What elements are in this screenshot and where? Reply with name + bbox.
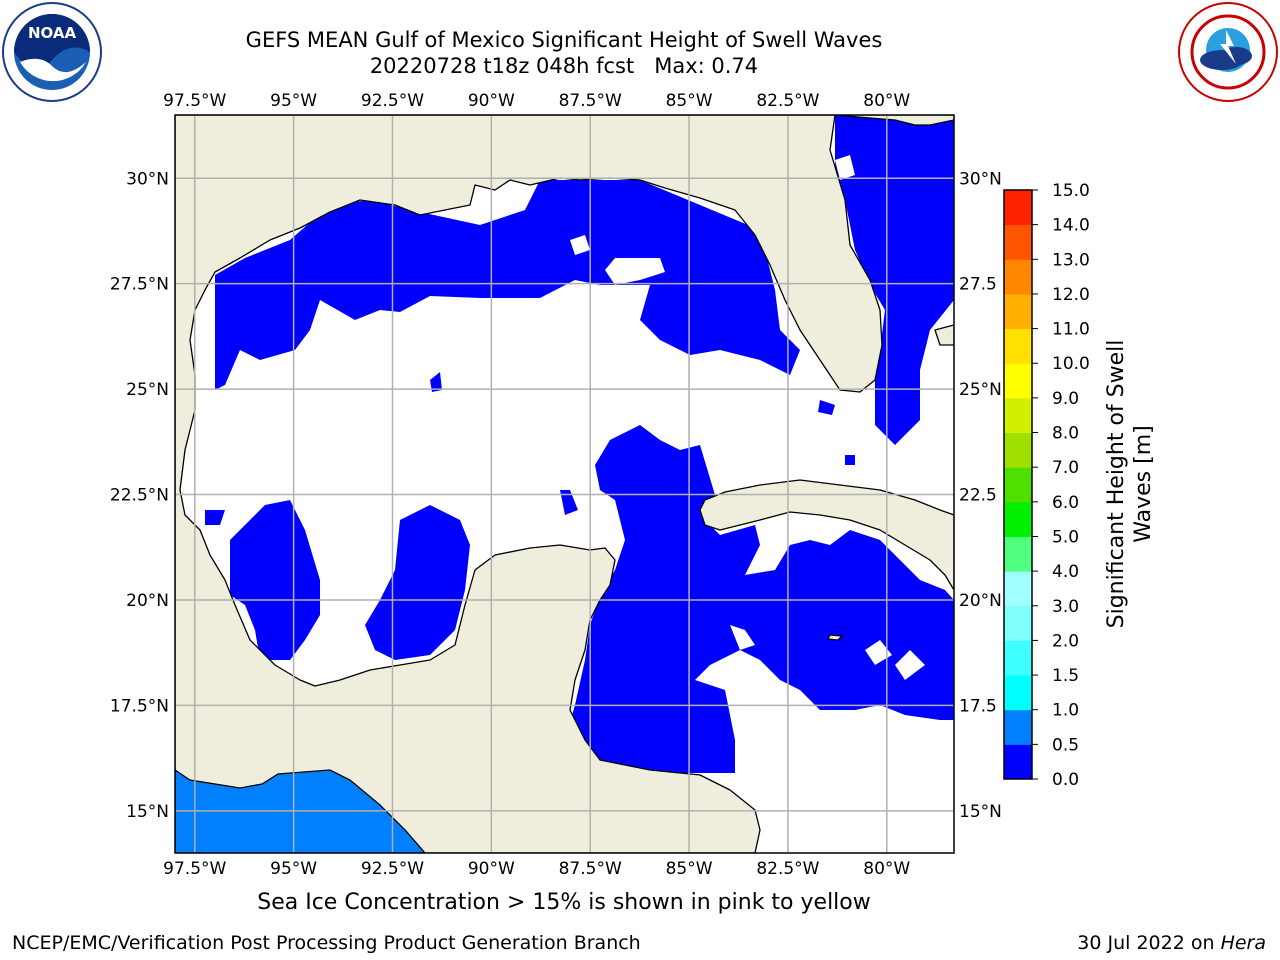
colorbar-tick-label: 15.0 [1052, 181, 1090, 201]
colorbar-swatch [1004, 397, 1032, 434]
colorbar-swatch [1004, 675, 1032, 711]
colorbar-swatch [1004, 709, 1032, 745]
colorbar-frame [1003, 189, 1033, 780]
lon-label-bottom: 85°W [666, 859, 713, 879]
lon-label-bottom: 92.5°W [361, 859, 424, 879]
colorbar-swatch [1004, 432, 1032, 468]
lat-label-left: 27.5°N [110, 275, 169, 295]
noaa-logo-text: NOAA [28, 24, 77, 42]
colorbar-tick-label: 0.0 [1052, 770, 1079, 790]
colorbar-swatch [1004, 744, 1032, 780]
colorbar-tick-label: 14.0 [1052, 216, 1090, 236]
colorbar-tick-label: 2.0 [1052, 631, 1079, 651]
lon-label-top: 82.5°W [756, 91, 819, 111]
colorbar-swatch [1004, 467, 1032, 503]
colorbar-tick-label: 10.0 [1052, 354, 1090, 374]
stamp-host: Hera [1220, 932, 1266, 954]
lon-label-top: 85°W [666, 91, 713, 111]
colorbar-tick-label: 8.0 [1052, 424, 1079, 444]
lon-label-top: 90°W [468, 91, 515, 111]
colorbar-tick-label: 1.5 [1052, 666, 1079, 686]
lat-label-left: 20°N [126, 591, 169, 611]
colorbar-tick-label: 7.0 [1052, 458, 1079, 478]
colorbar-swatch [1004, 536, 1032, 572]
chart-title: GEFS MEAN Gulf of Mexico Significant Hei… [245, 28, 883, 52]
lon-label-bottom: 90°W [468, 859, 515, 879]
lat-labels-left: 30°N 27.5°N 25°N 22.5°N 20°N 17.5°N 15°N [110, 169, 169, 822]
colorbar-tick-label: 3.0 [1052, 597, 1079, 617]
colorbar-tick-label: 4.0 [1052, 562, 1079, 582]
lon-label-bottom: 87.5°W [559, 859, 622, 879]
lon-label-top: 95°W [270, 91, 317, 111]
colorbar-swatch [1004, 363, 1032, 399]
colorbar-swatch [1004, 605, 1032, 641]
lon-labels-bottom: 97.5°W 95°W 92.5°W 90°W 87.5°W 85°W 82.5°W 80°W [163, 859, 910, 879]
lat-label-left: 22.5°N [110, 486, 169, 506]
lon-label-bottom: 80°W [863, 859, 910, 879]
lat-label-right: 17.5 [959, 696, 997, 716]
colorbar-tick-label: 6.0 [1052, 493, 1079, 513]
colorbar: 0.0 0.5 1.0 1.5 2.0 3.0 4.0 5.0 6.0 7.0 8.0 9.0 10.0… [1003, 181, 1090, 790]
lat-label-right: 22.5 [959, 486, 997, 506]
colorbar-swatch [1004, 328, 1032, 364]
colorbar-swatch [1004, 293, 1032, 330]
colorbar-swatch [1004, 640, 1032, 676]
lat-label-left: 17.5°N [110, 696, 169, 716]
colorbar-tick-label: 5.0 [1052, 527, 1079, 547]
lat-label-right: 27.5 [959, 275, 997, 295]
lat-label-left: 15°N [126, 802, 169, 822]
timestamp: 30 Jul 2022 on Hera [1077, 932, 1266, 954]
credit-text: NCEP/EMC/Verification Post Processing Pr… [12, 932, 641, 954]
lon-labels-top: 97.5°W 95°W 92.5°W 90°W 87.5°W 85°W 82.5°W 80°W [163, 91, 910, 111]
map-frame [174, 114, 955, 854]
noaa-logo-icon: NOAA [2, 2, 102, 102]
lat-label-left: 25°N [126, 380, 169, 400]
lon-label-top: 92.5°W [361, 91, 424, 111]
lat-label-right: 30°N [959, 169, 1002, 189]
colorbar-swatch [1004, 571, 1032, 607]
colorbar-tick-label: 11.0 [1052, 320, 1090, 340]
colorbar-tick-label: 13.0 [1052, 250, 1090, 270]
lon-label-bottom: 95°W [270, 859, 317, 879]
stamp-date: 30 Jul 2022 on [1077, 932, 1221, 954]
swell-gaps-layer [570, 155, 925, 680]
lat-label-right: 25°N [959, 380, 1002, 400]
graticule [175, 115, 954, 853]
colorbar-label-line2: Waves [m] [1131, 425, 1156, 542]
colorbar-label-line1: Significant Height of Swell [1104, 340, 1129, 629]
chart-subtitle: 20220728 t18z 048h fcst Max: 0.74 [369, 54, 759, 78]
swell-field-layer [205, 115, 954, 773]
colorbar-tick-label: 12.0 [1052, 285, 1090, 305]
lat-label-right: 20°N [959, 591, 1002, 611]
lon-label-bottom: 97.5°W [163, 859, 226, 879]
colorbar-tick-label: 9.0 [1052, 389, 1079, 409]
colorbar-swatch [1004, 224, 1032, 260]
colorbar-swatch [1004, 190, 1032, 226]
colorbar-swatch [1004, 501, 1032, 537]
lon-label-top: 87.5°W [559, 91, 622, 111]
lon-label-bottom: 82.5°W [756, 859, 819, 879]
lat-label-right: 15°N [959, 802, 1002, 822]
colorbar-tick-label: 0.5 [1052, 735, 1079, 755]
sea-ice-note: Sea Ice Concentration > 15% is shown in … [257, 890, 871, 915]
lon-label-top: 80°W [863, 91, 910, 111]
colorbar-tick-label: 1.0 [1052, 701, 1079, 721]
lat-labels-right: 30°N 27.5 25°N 22.5 20°N 17.5 15°N [959, 169, 1002, 822]
lon-label-top: 97.5°W [163, 91, 226, 111]
colorbar-swatch [1004, 259, 1032, 295]
nws-logo-icon [1178, 2, 1278, 102]
lat-label-left: 30°N [126, 169, 169, 189]
